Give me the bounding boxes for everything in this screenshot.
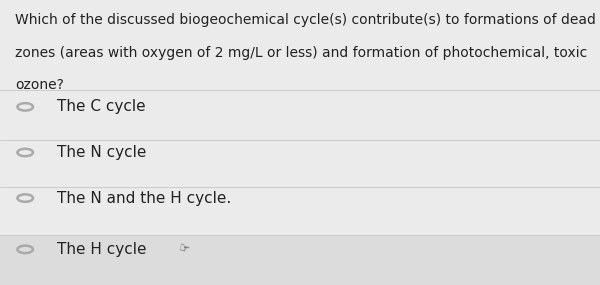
Text: ☞: ☞ — [177, 242, 191, 257]
Text: The H cycle: The H cycle — [57, 242, 146, 257]
Text: zones (areas with oxygen of 2 mg/L or less) and formation of photochemical, toxi: zones (areas with oxygen of 2 mg/L or le… — [15, 46, 587, 60]
Text: The N and the H cycle.: The N and the H cycle. — [57, 191, 231, 205]
Bar — [0, 235, 600, 285]
Text: ozone?: ozone? — [15, 78, 64, 92]
Text: The N cycle: The N cycle — [57, 145, 146, 160]
Text: The C cycle: The C cycle — [57, 99, 146, 114]
Text: Which of the discussed biogeochemical cycle(s) contribute(s) to formations of de: Which of the discussed biogeochemical cy… — [15, 13, 596, 27]
